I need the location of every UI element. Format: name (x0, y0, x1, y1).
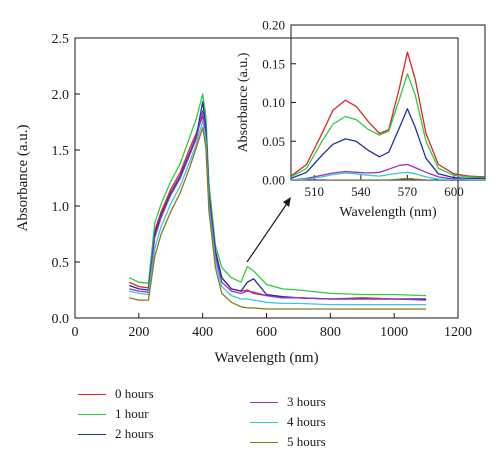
main-xtick-label-200: 200 (128, 325, 149, 340)
inset-x-axis-label: Wavelength (nm) (339, 205, 437, 220)
legend-item-0-hours: 0 hours (78, 385, 154, 403)
main-ytick-label-0.0: 0.0 (52, 312, 70, 327)
legend-label-4-hours: 4 hours (287, 414, 326, 429)
main-series-1-hour (129, 93, 427, 297)
inset-ytick-label-0.20: 0.20 (262, 18, 285, 33)
main-y-axis-label: Absorbance (a.u.) (15, 124, 31, 231)
legend: 0 hours 1 hour 2 hours 3 hours 4 hours 5… (78, 382, 378, 462)
legend-swatch-3-hours (250, 401, 278, 403)
inset-series-4-hours (291, 171, 485, 180)
annotation-arrow (246, 197, 291, 263)
inset-series-2-hours (291, 108, 485, 180)
legend-item-2-hours: 2 hours (78, 425, 154, 443)
main-xtick-label-1200: 1200 (444, 325, 472, 340)
legend-swatch-4-hours (250, 421, 278, 423)
inset-plot: 510 540 570 600 0.00 0.05 0.10 0.15 0.20 Waveleng… (236, 18, 486, 220)
main-ytick-label-1.0: 1.0 (52, 200, 70, 215)
main-ytick-label-2.5: 2.5 (52, 32, 70, 47)
inset-series-1-hour (291, 73, 485, 179)
inset-xtick-label-540: 540 (351, 184, 371, 199)
inset-ytick-label-0.15: 0.15 (262, 56, 285, 71)
main-xtick-label-1000: 1000 (380, 325, 408, 340)
inset-ytick-label-0.00: 0.00 (262, 173, 285, 188)
main-series-2-hours (129, 101, 427, 300)
legend-item-5-hours: 5 hours (250, 433, 326, 451)
legend-label-3-hours: 3 hours (287, 394, 326, 409)
main-series-5-hours (129, 126, 427, 310)
legend-swatch-1-hour (78, 413, 106, 415)
inset-xtick-label-570: 570 (398, 184, 418, 199)
main-ytick-label-1.5: 1.5 (52, 144, 70, 159)
inset-ytick-label-0.10: 0.10 (262, 95, 285, 110)
legend-label-2-hours: 2 hours (115, 426, 154, 441)
legend-label-0-hours: 0 hours (115, 386, 154, 401)
inset-xtick-label-600: 600 (444, 184, 464, 199)
main-xtick-label-600: 600 (256, 325, 277, 340)
main-x-axis-label: Wavelength (nm) (214, 350, 318, 366)
legend-item-4-hours: 4 hours (250, 413, 326, 431)
legend-swatch-2-hours (78, 433, 106, 435)
main-xtick-label-0: 0 (72, 325, 79, 340)
legend-item-3-hours: 3 hours (250, 393, 326, 411)
main-ytick-label-0.5: 0.5 (52, 256, 70, 271)
legend-swatch-0-hours (78, 393, 106, 395)
inset-xtick-label-510: 510 (305, 184, 325, 199)
inset-series-3-hours (291, 163, 485, 180)
legend-item-1-hour: 1 hour (78, 405, 149, 423)
inset-y-axis-label: Absorbance (a.u.) (236, 52, 251, 152)
legend-swatch-5-hours (250, 441, 278, 443)
legend-label-5-hours: 5 hours (287, 434, 326, 449)
main-xtick-label-800: 800 (320, 325, 341, 340)
inset-ytick-label-0.05: 0.05 (262, 134, 285, 149)
legend-label-1-hour: 1 hour (115, 406, 149, 421)
main-xtick-label-400: 400 (192, 325, 213, 340)
main-plot: 0 200 400 600 800 1000 1200 0.0 0.5 1.0 1.5 2.0 2.5 W… (15, 32, 472, 366)
main-ytick-label-2.0: 2.0 (52, 88, 70, 103)
